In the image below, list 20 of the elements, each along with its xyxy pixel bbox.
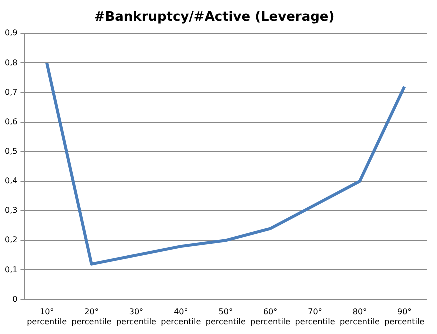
y-tick-label: 0,7 (4, 88, 18, 97)
x-tick-label: 30° percentile (116, 308, 157, 326)
x-tick-label: 60° percentile (250, 308, 291, 326)
y-tick-label: 0,3 (4, 206, 18, 216)
x-tick-label: 10° percentile (27, 308, 68, 326)
y-tick-label: 0,9 (4, 28, 18, 38)
y-tick-label: 0,5 (4, 146, 18, 156)
y-tick-label: 0,8 (4, 58, 18, 68)
y-tick-label: 0,1 (4, 265, 18, 274)
x-tick-label: 80° percentile (340, 308, 380, 326)
y-tick-label: 0,2 (4, 236, 18, 245)
x-tick-label: 90° percentile (384, 308, 425, 326)
chart-title: #Bankruptcy/#Active (Leverage) (94, 10, 335, 26)
y-tick-label: 0,4 (4, 176, 18, 186)
x-tick-label: 40° percentile (161, 308, 202, 326)
y-tick-label: 0,6 (4, 117, 18, 126)
x-tick-label: 70° percentile (295, 308, 336, 326)
x-tick-label: 50° percentile (206, 308, 246, 326)
x-tick-label: 20° percentile (72, 308, 112, 326)
y-tick-label: 0 (12, 294, 18, 304)
